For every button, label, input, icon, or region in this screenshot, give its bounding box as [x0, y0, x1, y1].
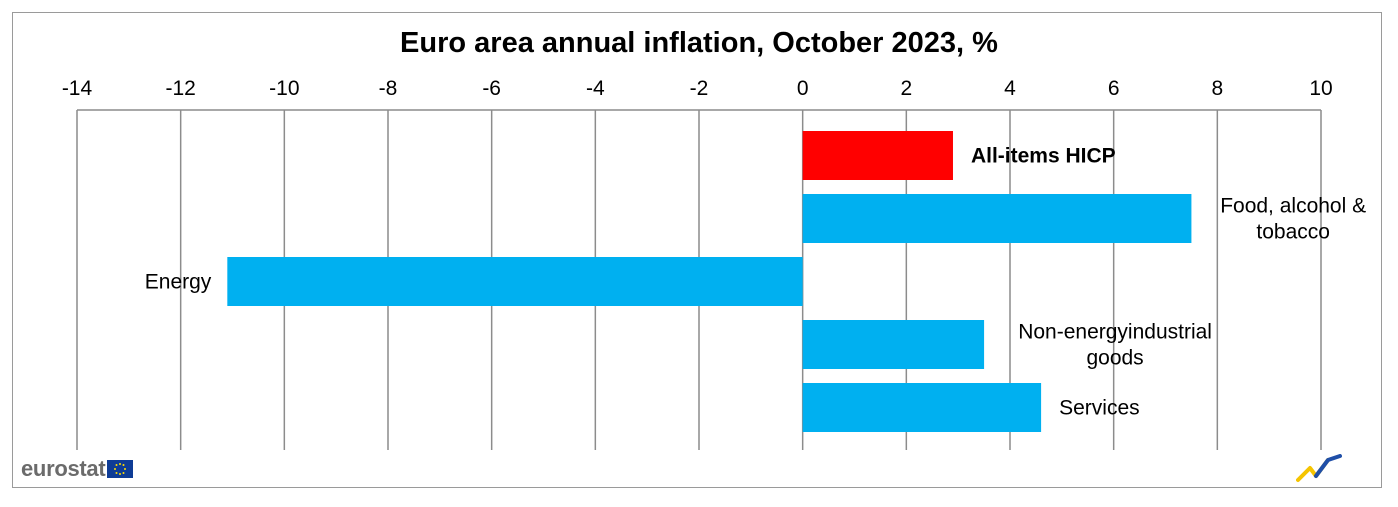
- x-tick-label: -14: [62, 77, 93, 100]
- eurostat-logo: eurostat: [21, 456, 134, 482]
- category-label: Services: [1059, 397, 1140, 420]
- x-tick-label: 6: [1108, 77, 1120, 100]
- x-tick-label: 0: [797, 77, 809, 100]
- x-tick-label: -10: [269, 77, 299, 100]
- bar: [802, 320, 985, 369]
- x-tick-label: -8: [379, 77, 398, 100]
- x-tick-label: 4: [1004, 77, 1016, 100]
- chart-title: Euro area annual inflation, October 2023…: [400, 27, 998, 59]
- x-tick-label: -12: [165, 77, 195, 100]
- x-tick-label: -2: [690, 77, 709, 100]
- eurostat-logo-text: eurostat: [21, 456, 106, 481]
- bar: [802, 194, 1192, 243]
- corner-logo-icon: [1296, 454, 1342, 482]
- category-label: All-items HICP: [971, 145, 1116, 168]
- x-tick-label: -4: [586, 77, 605, 100]
- bar: [802, 383, 1042, 432]
- category-label: Non-energyindustrial: [1018, 321, 1212, 344]
- bar: [227, 257, 803, 306]
- category-label: tobacco: [1256, 221, 1330, 244]
- x-tick-label: 2: [900, 77, 912, 100]
- x-tick-label: 8: [1211, 77, 1223, 100]
- category-label: Food, alcohol &: [1220, 195, 1366, 218]
- eu-flag-icon: [107, 460, 134, 478]
- bar: [802, 131, 953, 180]
- x-tick-label: 10: [1309, 77, 1332, 100]
- category-label: goods: [1086, 347, 1143, 370]
- x-tick-label: -6: [482, 77, 501, 100]
- category-label: Energy: [145, 271, 212, 294]
- chart-frame: [12, 12, 1382, 488]
